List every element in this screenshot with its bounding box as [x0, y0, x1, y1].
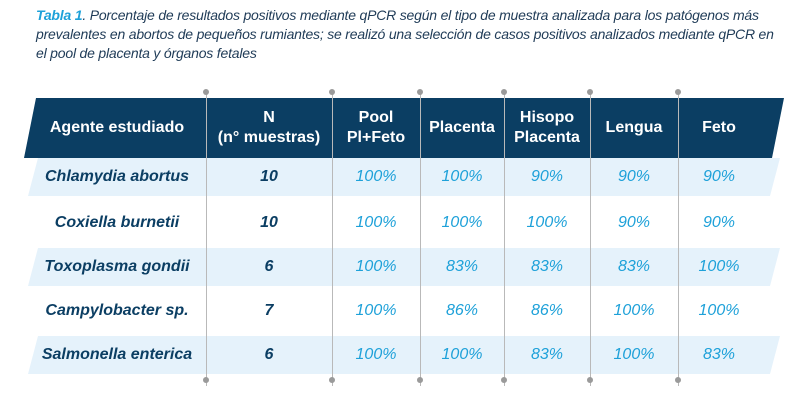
divider-dot — [587, 377, 593, 383]
table-header-bar — [24, 98, 784, 158]
divider-dot — [675, 89, 681, 95]
table-cell-placenta: 83% — [445, 258, 479, 275]
table-cell-feto: 90% — [702, 168, 736, 185]
header-cell-lengua: Lengua — [605, 119, 663, 136]
table-cell-feto: 100% — [698, 258, 740, 275]
table-cell-lengua: 90% — [617, 168, 651, 185]
divider-dot — [501, 89, 507, 95]
header-cell-hisopo: Hisopo Placenta — [514, 109, 580, 146]
table-cell-hisopo: 100% — [526, 214, 568, 231]
table-cell-placenta: 100% — [441, 214, 483, 231]
row-band — [28, 158, 780, 196]
divider-dot — [501, 377, 507, 383]
column-divider — [332, 92, 333, 386]
table-cell-placenta: 100% — [441, 168, 483, 185]
table-cell-agent: Toxoplasma gondii — [44, 258, 190, 275]
table-label: Tabla 1 — [36, 7, 83, 23]
table-cell-n: 10 — [260, 214, 278, 231]
table-cell-agent: Coxiella burnetii — [54, 214, 180, 231]
table-cell-lengua: 90% — [617, 214, 651, 231]
table-cell-feto: 100% — [698, 302, 740, 319]
divider-dot — [587, 89, 593, 95]
column-divider — [590, 92, 591, 386]
table-cell-agent: Campylobacter sp. — [45, 302, 189, 319]
column-divider — [420, 92, 421, 386]
divider-dot — [329, 377, 335, 383]
table-cell-lengua: 83% — [617, 258, 651, 275]
table-cell-placenta: 100% — [441, 346, 483, 363]
table-cell-agent: Salmonella enterica — [41, 346, 193, 363]
table-cell-hisopo: 90% — [530, 168, 564, 185]
table-cell-placenta: 86% — [445, 302, 479, 319]
divider-dot — [675, 377, 681, 383]
table-cell-lengua: 100% — [613, 302, 655, 319]
table-cell-hisopo: 86% — [530, 302, 564, 319]
header-cell-agent: Agente estudiado — [49, 119, 185, 136]
table-cell-n: 6 — [264, 258, 274, 275]
divider-dot — [417, 89, 423, 95]
table-cell-pool: 100% — [355, 258, 397, 275]
table-cell-hisopo: 83% — [530, 258, 564, 275]
divider-dot — [203, 377, 209, 383]
row-band — [28, 248, 780, 286]
divider-dot — [329, 89, 335, 95]
divider-dot — [203, 89, 209, 95]
table-cell-n: 7 — [264, 302, 274, 319]
header-cell-feto: Feto — [702, 119, 736, 136]
table-cell-pool: 100% — [355, 346, 397, 363]
caption-text: . Porcentaje de resultados positivos med… — [36, 7, 774, 61]
table-cell-pool: 100% — [355, 214, 397, 231]
table-cell-lengua: 100% — [613, 346, 655, 363]
table-cell-agent: Chlamydia abortus — [44, 168, 190, 185]
table-cell-pool: 100% — [355, 168, 397, 185]
table-cell-n: 10 — [260, 168, 278, 185]
table-caption: Tabla 1. Porcentaje de resultados positi… — [36, 6, 776, 63]
column-divider — [678, 92, 679, 386]
table-cell-n: 6 — [264, 346, 274, 363]
row-band — [28, 336, 780, 374]
header-cell-pool: Pool Pl+Feto — [346, 109, 406, 146]
table-cell-pool: 100% — [355, 302, 397, 319]
header-cell-n: N (n° muestras) — [217, 109, 321, 146]
column-divider — [504, 92, 505, 386]
table-cell-feto: 90% — [702, 214, 736, 231]
column-divider — [206, 92, 207, 386]
table-cell-feto: 83% — [702, 346, 736, 363]
table-cell-hisopo: 83% — [530, 346, 564, 363]
header-cell-placenta: Placenta — [429, 119, 495, 136]
divider-dot — [417, 377, 423, 383]
